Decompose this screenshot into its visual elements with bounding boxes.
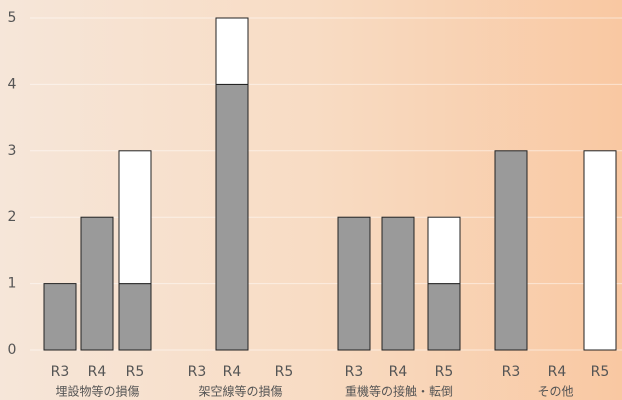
x-tick-label: R5 xyxy=(435,364,454,380)
bar-segment xyxy=(118,150,152,285)
x-tick-label: R5 xyxy=(275,364,294,380)
bar-segment xyxy=(80,216,114,351)
y-tick-label: 2 xyxy=(8,209,17,225)
bar-segment xyxy=(427,216,461,285)
bar-segment xyxy=(494,150,528,351)
x-tick-label: R5 xyxy=(126,364,145,380)
y-tick-label: 3 xyxy=(8,143,17,159)
x-tick-label: R3 xyxy=(188,364,207,380)
bar-segment xyxy=(337,216,371,351)
x-tick-label: R4 xyxy=(389,364,408,380)
bar-segment xyxy=(118,283,152,351)
bar-segment xyxy=(215,83,249,351)
y-tick-label: 1 xyxy=(8,276,17,292)
group-label: 重機等の接触・転倒 xyxy=(345,384,453,399)
bar-segment xyxy=(381,216,415,351)
y-tick-label: 5 xyxy=(8,10,17,26)
x-tick-label: R4 xyxy=(223,364,242,380)
bar-segment xyxy=(43,283,77,351)
y-tick-label: 4 xyxy=(8,76,17,92)
x-tick-label: R4 xyxy=(88,364,107,380)
x-tick-label: R3 xyxy=(345,364,364,380)
group-label: その他 xyxy=(537,385,573,399)
bar-segment xyxy=(427,283,461,351)
group-label: 埋設物等の損傷 xyxy=(55,384,139,399)
bar-segment xyxy=(583,150,617,351)
x-tick-label: R3 xyxy=(502,364,521,380)
y-tick-label: 0 xyxy=(8,342,17,358)
x-tick-label: R3 xyxy=(51,364,70,380)
x-tick-label: R4 xyxy=(548,364,567,380)
group-label: 架空線等の損傷 xyxy=(198,384,282,399)
bar-segment xyxy=(215,17,249,85)
x-tick-label: R5 xyxy=(591,364,610,380)
